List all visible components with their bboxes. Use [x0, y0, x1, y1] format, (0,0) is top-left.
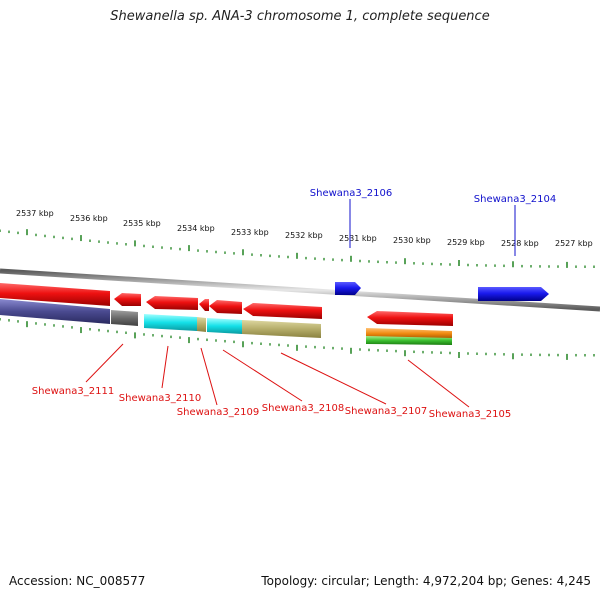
callout-line [280, 352, 387, 405]
gene-arrow[interactable] [146, 296, 198, 310]
cog-band-cyan [144, 314, 197, 331]
map-title: Shewanella sp. ANA-3 chromosome 1, compl… [110, 9, 490, 24]
callout-line [407, 359, 470, 408]
cog-band-cyan [207, 318, 242, 334]
gene-arrow[interactable] [209, 300, 242, 314]
cog-band-green [366, 336, 452, 345]
gene-label-shewana3-2109[interactable]: Shewana3_2109 [177, 407, 259, 418]
cog-band-olive [197, 317, 206, 332]
gene-label-shewana3-2107[interactable]: Shewana3_2107 [345, 406, 427, 417]
ruler-label: 2529 kbp [447, 238, 485, 247]
ruler-label: 2528 kbp [501, 239, 539, 248]
ruler-label: 2527 kbp [555, 239, 593, 248]
gene-arrow-shewana3-2106[interactable] [335, 282, 361, 295]
gene-arrow-shewana3-2105[interactable] [367, 311, 453, 326]
ruler-labels: 2537 kbp 2536 kbp 2535 kbp 2534 kbp 2533… [16, 209, 593, 248]
callout-line [200, 347, 218, 406]
gene-label-shewana3-2110[interactable]: Shewana3_2110 [119, 393, 201, 404]
gene-arrow-left-end[interactable] [0, 283, 110, 306]
callout-line [222, 349, 303, 402]
gene-label-shewana3-2106[interactable]: Shewana3_2106 [310, 188, 392, 199]
ruler-label: 2533 kbp [231, 228, 269, 237]
ruler-label: 2530 kbp [393, 236, 431, 245]
lower-tick-track [0, 318, 595, 360]
cog-band-orange [366, 328, 452, 339]
gene-label-shewana3-2105[interactable]: Shewana3_2105 [429, 409, 511, 420]
gene-arrow-shewana3-2104[interactable] [478, 287, 549, 301]
upper-tick-track [0, 229, 595, 268]
cog-band-navy [0, 299, 110, 324]
cog-band-olive [242, 320, 321, 338]
callout-line [161, 345, 169, 389]
gene-label-shewana3-2108[interactable]: Shewana3_2108 [262, 403, 344, 414]
ruler-label: 2536 kbp [70, 214, 108, 223]
gene-label-shewana3-2111[interactable]: Shewana3_2111 [32, 386, 114, 397]
gene-arrow[interactable] [243, 303, 322, 319]
ruler-label: 2534 kbp [177, 224, 215, 233]
summary-text: Topology: circular; Length: 4,972,204 bp… [261, 574, 591, 588]
ruler-label: 2531 kbp [339, 234, 377, 243]
gene-label-shewana3-2104[interactable]: Shewana3_2104 [474, 194, 556, 205]
ruler-label: 2537 kbp [16, 209, 54, 218]
callout-line [85, 343, 124, 383]
gene-arrow[interactable] [114, 293, 141, 306]
chromosome-backbone [0, 268, 600, 312]
ruler-label: 2535 kbp [123, 219, 161, 228]
gene-arrow[interactable] [199, 299, 209, 311]
cog-band-gray [111, 310, 138, 326]
ruler-label: 2532 kbp [285, 231, 323, 240]
accession-text: Accession: NC_008577 [9, 574, 146, 588]
